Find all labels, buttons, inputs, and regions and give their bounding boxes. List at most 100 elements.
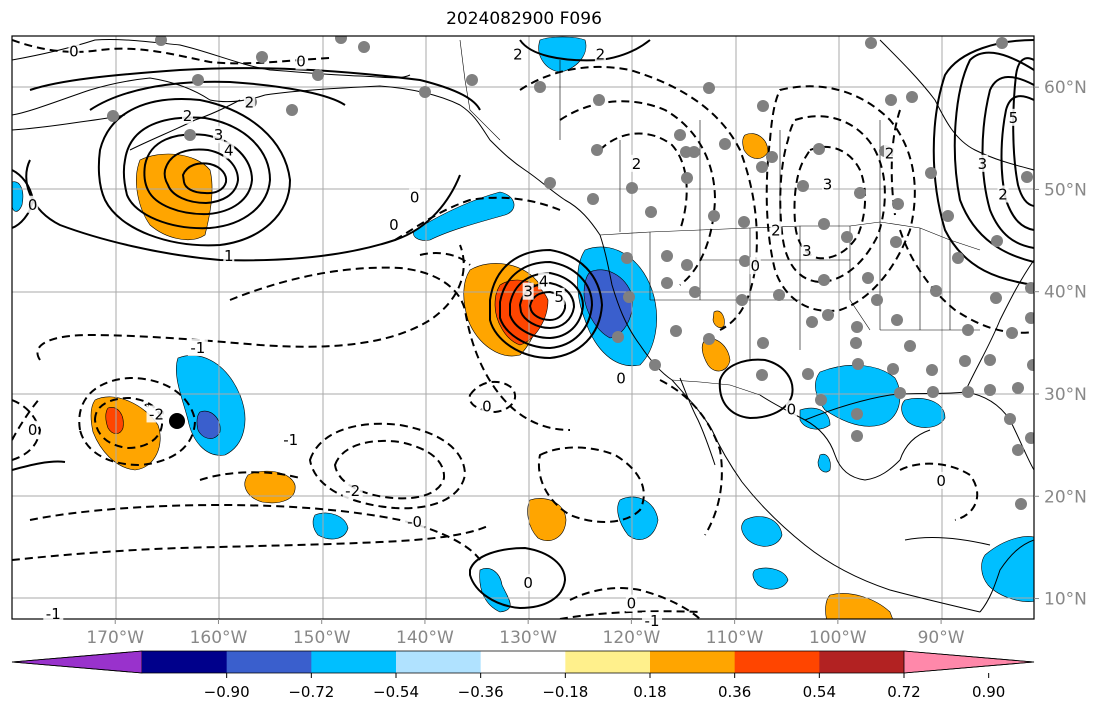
contour-pos-east-high-5: [1012, 57, 1034, 207]
colorbar-tick-label: −0.90: [204, 683, 250, 701]
contour-label: 0: [787, 400, 797, 418]
contour-label: 3: [978, 155, 988, 173]
contour-pos-east-high-3: [1000, 95, 1034, 231]
contour-label: 4: [539, 272, 549, 290]
shade-blue-bering: [538, 36, 587, 73]
contour-neg-hawaii-south: [199, 471, 301, 481]
shade-blue-small-mexico: [752, 567, 789, 590]
lat-tick-label: 40°N: [1044, 283, 1087, 303]
contour-neg-canada-1: [519, 65, 758, 331]
colorbar-tick-label: −0.18: [542, 683, 588, 701]
contour-label-background: [388, 216, 400, 234]
lat-tick-label: 50°N: [1044, 180, 1087, 200]
contour-label: 0: [28, 421, 38, 439]
contour-label-background: [883, 144, 895, 162]
coast-baja: [671, 377, 743, 483]
contour-neg-0-south: [12, 524, 491, 561]
station-dots: [107, 36, 1034, 510]
contour-label: 3: [802, 242, 812, 260]
lat-tick-label: 60°N: [1044, 78, 1087, 98]
coast-alaska-peninsula: [12, 77, 266, 116]
colorbar-extend-low: [11, 650, 143, 674]
contour-label-background: [785, 400, 797, 418]
coast-us-east: [964, 259, 1034, 393]
colorbar: [11, 650, 1035, 674]
contour-neg-1-south: [29, 503, 481, 561]
colorbar-segment: [396, 651, 482, 673]
contour-label-background: [43, 604, 64, 622]
longitude-tick-labels: 170°W 160°W 150°W 140°W 130°W 120°W 110°W 100°W…: [86, 619, 965, 648]
contour-neg-1-southeast: [537, 446, 645, 523]
contour-label: 0: [69, 42, 79, 60]
lon-tick-label: 120°W: [603, 628, 661, 648]
contour-label-background: [976, 154, 988, 172]
contour-label: 4: [224, 142, 234, 160]
colorbar-segment: [819, 651, 905, 673]
coast-cuba: [904, 537, 991, 546]
shade-blue-offshore-northwest: [413, 191, 515, 241]
shade-orange-baja-south: [527, 498, 567, 541]
shade-blue-north-hawaii: [175, 355, 246, 456]
border-us-canada: [599, 221, 981, 251]
contour-label-background: [27, 195, 39, 213]
shade-orange-alberta: [742, 133, 769, 159]
contour-label: 0: [296, 53, 306, 71]
contour-neg-0-north: [12, 39, 331, 65]
contour-label: 2: [245, 93, 255, 111]
coastlines: [12, 38, 1034, 613]
shade-blue-south-pacific: [479, 568, 511, 613]
coast-alaska-north: [12, 38, 411, 79]
colorbar-tick-label: −0.36: [458, 683, 504, 701]
contour-label-background: [481, 397, 493, 415]
colorbar-segment: [734, 651, 820, 673]
canada-provinces: [559, 60, 881, 232]
contour-label-background: [770, 221, 782, 239]
contour-label-background: [27, 420, 39, 438]
contour-neg-gulf: [899, 462, 979, 521]
shade-orange-south-hawaii: [244, 470, 296, 504]
contour-label-background: [409, 188, 421, 206]
contour-label-background: [181, 106, 193, 124]
contour-label: -1: [645, 612, 660, 630]
contour-neg-0-coast: [394, 196, 561, 241]
lon-tick-label: 140°W: [396, 628, 454, 648]
contour-label-background: [997, 185, 1009, 203]
contour-label-background: [295, 52, 307, 70]
contour-pos-south: [469, 546, 567, 610]
contour-label: 3: [214, 126, 224, 144]
contour-label: 3: [523, 283, 533, 301]
lon-tick-label: 110°W: [706, 628, 764, 648]
contour-label-background: [594, 45, 606, 63]
contour-pos-cutoff-3: [509, 271, 585, 340]
borders: [459, 39, 981, 396]
lon-tick-label: 100°W: [809, 628, 867, 648]
contour-label-background: [223, 246, 235, 264]
storm-marker: [169, 413, 185, 429]
contours-positive: [12, 39, 1034, 610]
contour-label: 2: [885, 145, 895, 163]
lon-tick-label: 90°W: [918, 628, 965, 648]
contour-pos-low-1: [97, 98, 292, 247]
contour-label: -1: [46, 605, 61, 623]
contour-label-background: [553, 287, 565, 305]
contour-label-background: [642, 612, 663, 630]
colorbar-tick-label: 0.18: [633, 683, 666, 701]
contour-neg-canada-2: [559, 100, 717, 286]
contour-label: -1: [190, 339, 205, 357]
colorbar-segment: [480, 651, 566, 673]
shade-orange-gulf-of-alaska: [136, 153, 213, 240]
contour-pos-cutoff-5: [528, 290, 567, 322]
contour-neg-plains-3: [793, 145, 867, 260]
coast-aleutians: [12, 99, 241, 151]
shade-blue-pacific-mexico: [741, 516, 783, 547]
gridlines: [12, 36, 1034, 619]
coast-gulf-of-alaska: [264, 85, 601, 236]
lon-tick-label: 150°W: [293, 628, 351, 648]
contour-label: 5: [554, 288, 564, 306]
contour-label-background: [615, 369, 627, 387]
lat-tick-label: 10°N: [1044, 590, 1087, 610]
contour-label: 2: [771, 221, 781, 239]
coast-us-gulf: [804, 391, 1034, 471]
contour-label-background: [801, 241, 813, 259]
contour-neg-plains-2: [779, 115, 886, 284]
